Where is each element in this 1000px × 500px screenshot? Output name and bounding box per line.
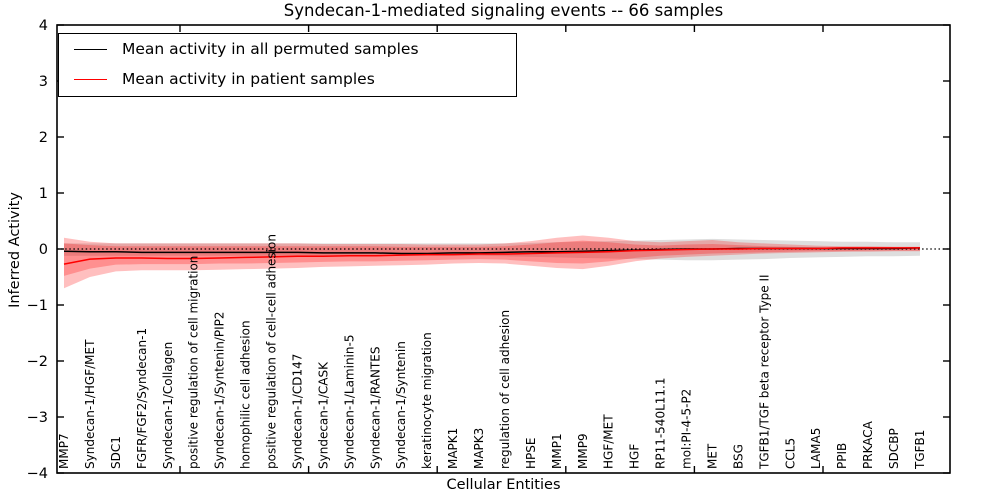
x-category-label: Syndecan-1/CASK — [316, 361, 330, 469]
x-category-label: MMP7 — [57, 433, 71, 469]
x-category-label: MMP1 — [550, 433, 564, 469]
x-category-label: RP11-540L11.1 — [654, 378, 668, 469]
patient-mean-line — [63, 247, 920, 265]
y-tick-label: 1 — [39, 186, 48, 202]
x-category-label: HGF — [628, 444, 642, 469]
y-tick-label: −4 — [27, 466, 48, 482]
x-category-label: HPSE — [524, 438, 538, 469]
legend-entry: Mean activity in patient samples — [59, 64, 516, 94]
x-category-label: Syndecan-1/Collagen — [161, 342, 175, 469]
x-category-label: keratinocyte migration — [420, 332, 434, 469]
chart-title: Syndecan-1-mediated signaling events -- … — [283, 1, 724, 20]
legend-entry: Mean activity in all permuted samples — [59, 34, 516, 64]
x-category-label: Syndecan-1/Syntenin/PIP2 — [213, 311, 227, 469]
x-category-label: SDC1 — [109, 436, 123, 469]
y-tick-label: −3 — [27, 410, 48, 426]
x-category-label: Syndecan-1/Syntenin — [394, 341, 408, 469]
x-category-label: Syndecan-1/HGF/MET — [83, 339, 97, 469]
y-tick-label: 3 — [39, 74, 48, 90]
x-category-label: PRKACA — [861, 420, 875, 469]
x-category-label: regulation of cell adhesion — [498, 310, 512, 469]
x-category-label: Syndecan-1/Laminin-5 — [342, 335, 356, 469]
y-tick-label: 4 — [39, 18, 48, 34]
x-category-label: HGF/MET — [602, 414, 616, 469]
x-category-label: Syndecan-1/CD147 — [290, 354, 304, 469]
y-tick-label: 0 — [39, 242, 48, 258]
legend-label-patient: Mean activity in patient samples — [122, 70, 375, 88]
legend-line-sample-permuted — [74, 48, 107, 50]
y-tick-label: 2 — [39, 130, 48, 146]
x-category-label: MAPK3 — [472, 428, 486, 469]
x-category-label: CCL5 — [783, 438, 797, 469]
legend: Mean activity in all permuted samples Me… — [58, 33, 517, 97]
x-category-label: FGFR/FGF2/Syndecan-1 — [135, 328, 149, 469]
x-category-label: SDCBP — [887, 428, 901, 469]
y-axis-label: Inferred Activity — [7, 192, 23, 308]
x-axis-label: Cellular Entities — [446, 477, 561, 493]
x-category-label: LAMA5 — [809, 428, 823, 469]
y-tick-label: −2 — [27, 354, 48, 370]
x-category-label: mol:PI-4-5-P2 — [680, 389, 694, 469]
legend-label-permuted: Mean activity in all permuted samples — [122, 40, 419, 58]
x-category-label: PPIB — [835, 443, 849, 469]
x-category-label: Syndecan-1/RANTES — [368, 347, 382, 469]
x-category-label: TGFB1/TGF beta receptor Type II — [757, 274, 771, 470]
x-category-label: positive regulation of cell-cell adhesio… — [265, 234, 279, 469]
x-category-label: positive regulation of cell migration — [187, 256, 201, 469]
x-category-label: MET — [705, 443, 719, 469]
x-category-label: BSG — [731, 444, 745, 469]
x-category-label: MAPK1 — [446, 428, 460, 469]
y-tick-label: −1 — [27, 298, 48, 314]
x-category-label: TGFB1 — [913, 430, 927, 470]
x-category-label: homophilic cell adhesion — [239, 320, 253, 469]
x-category-label: MMP9 — [576, 433, 590, 469]
legend-line-sample-patient — [74, 78, 107, 80]
